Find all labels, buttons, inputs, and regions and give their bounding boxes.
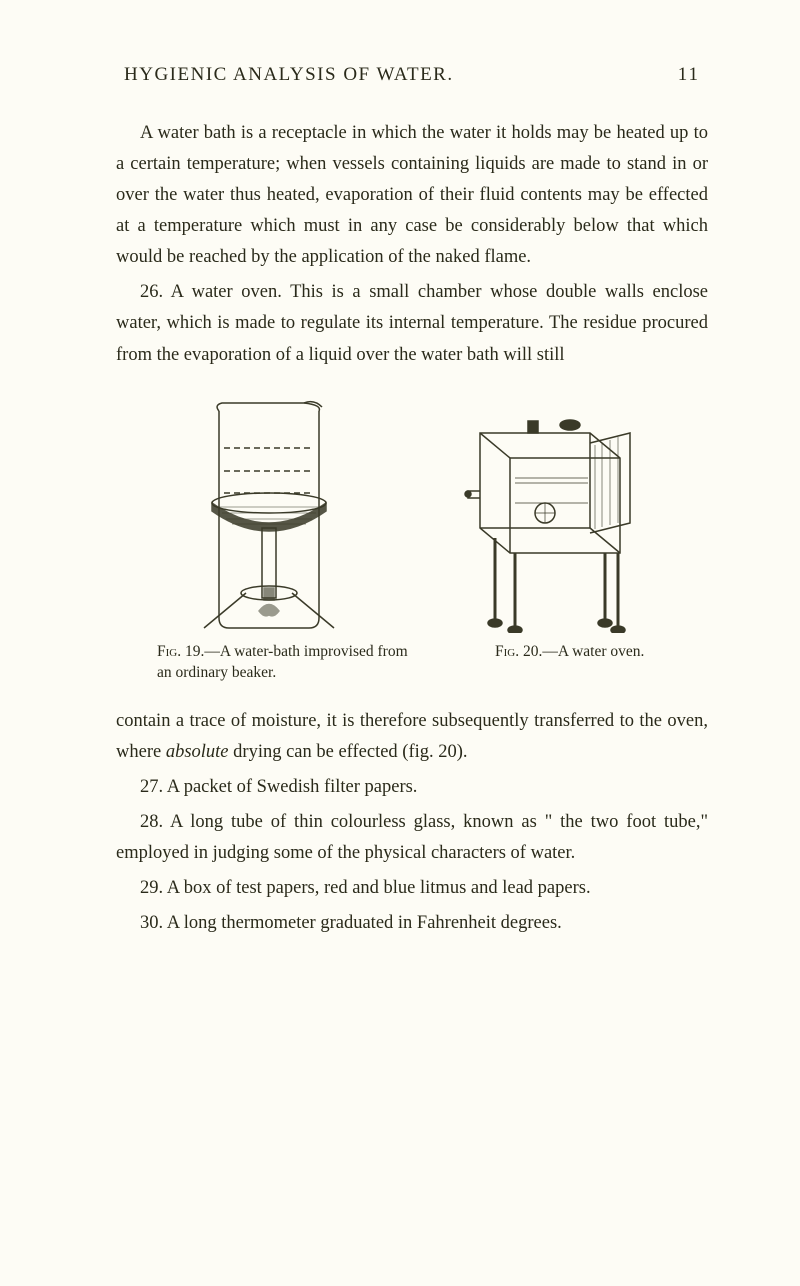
page-number: 11 — [678, 64, 700, 86]
paragraph-3: contain a trace of moisture, it is there… — [116, 706, 708, 768]
fig19-label-prefix: Fig. — [157, 643, 181, 660]
fig19-label-text: 19.—A water-bath improvised from an ordi… — [157, 643, 408, 682]
figures-row — [116, 393, 708, 633]
figure-20-caption: Fig. 20.—A water oven. — [465, 641, 675, 684]
fig20-label-text: 20.—A water oven. — [519, 643, 644, 660]
paragraph-4: 27. A packet of Swedish filter papers. — [116, 772, 708, 803]
paragraph-5: 28. A long tube of thin colourless glass… — [116, 807, 708, 869]
page-header: HYGIENIC ANALYSIS OF WATER. 11 — [116, 64, 708, 86]
paragraph-2: 26. A water oven. This is a small chambe… — [116, 277, 708, 370]
paragraph-7: 30. A long thermometer graduated in Fahr… — [116, 908, 708, 939]
figure-20-container — [440, 403, 650, 633]
fig20-label-prefix: Fig. — [495, 643, 519, 660]
figure-19-caption: Fig. 19.—A water-bath improvised from an… — [149, 641, 419, 684]
figure-20-image — [440, 403, 650, 633]
figure-19-container — [174, 393, 364, 633]
running-title: HYGIENIC ANALYSIS OF WATER. — [124, 64, 454, 86]
paragraph-6: 29. A box of test papers, red and blue l… — [116, 873, 708, 904]
captions-row: Fig. 19.—A water-bath improvised from an… — [116, 641, 708, 684]
paragraph-1: A water bath is a receptacle in which th… — [116, 118, 708, 273]
p3-italic: absolute — [166, 742, 229, 762]
figure-19-image — [174, 393, 364, 633]
p3-part-b: drying can be effected (fig. 20). — [229, 742, 468, 762]
